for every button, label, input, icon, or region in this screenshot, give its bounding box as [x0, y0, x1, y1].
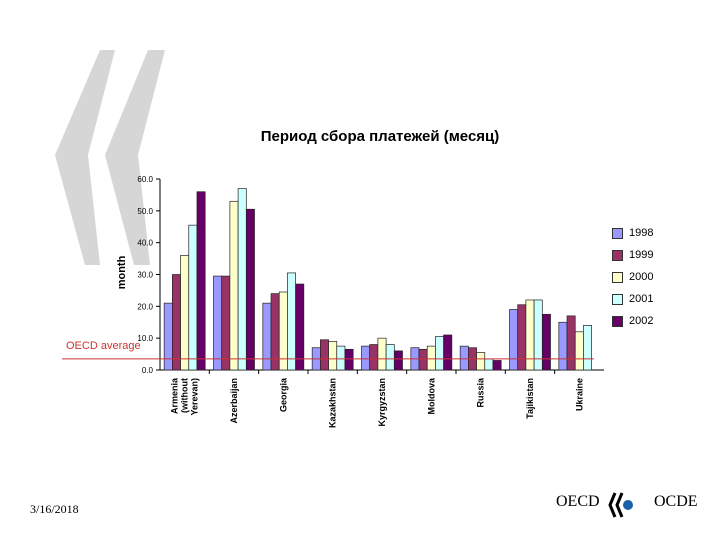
category-label: Tajikistan	[525, 378, 535, 419]
legend-item: 2002	[612, 310, 682, 332]
category-label-line: (without	[180, 378, 190, 413]
bar	[574, 331, 584, 371]
bar	[484, 358, 494, 371]
legend-label: 2000	[629, 271, 654, 283]
bar	[262, 302, 272, 371]
bar	[180, 255, 190, 371]
legend-item: 1998	[612, 222, 682, 244]
slide-date: 3/16/2018	[30, 502, 79, 516]
oecd-logo-mark-icon	[608, 492, 633, 518]
bar	[328, 341, 338, 371]
bar	[229, 200, 239, 371]
bar	[361, 345, 371, 371]
chart-title: Период сбора платежей (месяц)	[260, 128, 500, 145]
category-label: Moldova	[426, 377, 436, 414]
bar	[385, 344, 395, 371]
bar	[583, 325, 592, 371]
bar	[525, 299, 535, 371]
category-label-line: Armenia	[170, 377, 180, 414]
legend-label: 1999	[629, 249, 654, 261]
bar	[287, 272, 296, 371]
oecd-average-label: OECD average	[66, 340, 141, 352]
bar	[418, 348, 428, 371]
bar	[435, 336, 444, 371]
bar	[221, 275, 231, 371]
y-axis-label: month	[116, 255, 128, 289]
y-tick-label: 20.0	[137, 302, 153, 311]
bar	[476, 352, 486, 371]
bar	[377, 337, 387, 371]
bar	[566, 315, 576, 371]
legend-item: 2000	[612, 266, 682, 288]
bar	[509, 309, 519, 371]
bar	[459, 345, 469, 371]
bar	[172, 274, 181, 371]
y-tick-label: 50.0	[137, 207, 153, 216]
bar	[245, 208, 255, 371]
bar	[517, 304, 527, 371]
legend-swatch	[612, 249, 623, 261]
legend-swatch	[612, 315, 623, 327]
y-tick-label: 40.0	[137, 239, 153, 248]
legend-swatch	[612, 293, 623, 305]
oecd-logo-text-left: OECD	[556, 493, 600, 510]
legend-label: 2001	[629, 293, 654, 305]
oecd-logo-text-right: OCDE	[654, 493, 698, 510]
bar	[393, 350, 403, 371]
legend-swatch	[612, 227, 623, 239]
legend-swatch	[612, 271, 623, 283]
category-label: Georgia	[278, 377, 288, 412]
bar	[558, 321, 568, 371]
bar	[344, 348, 354, 371]
bar	[163, 302, 173, 371]
category-label: Ukraine	[574, 378, 584, 411]
bar	[196, 191, 206, 371]
bar	[278, 291, 288, 371]
bar	[295, 283, 305, 371]
bar	[213, 275, 223, 371]
legend-item: 1999	[612, 244, 682, 266]
bar	[443, 334, 453, 371]
y-tick-label: 0.0	[142, 366, 154, 375]
y-tick-label: 10.0	[137, 334, 153, 343]
oecd-logo: OECD OCDE	[556, 492, 701, 521]
category-label: Kyrgyzstan	[377, 378, 387, 427]
category-label: Kazakhstan	[328, 378, 338, 428]
chevron-right-icon	[105, 50, 165, 265]
bar	[320, 339, 329, 371]
bar	[492, 360, 502, 371]
y-tick-label: 30.0	[137, 271, 153, 280]
category-label: Russia	[476, 377, 486, 408]
legend-item: 2001	[612, 288, 682, 310]
bar	[237, 188, 247, 371]
category-label: Armenia(withoutYerevan)	[170, 377, 200, 416]
chart-legend: 1998 1999 2000 2001 2002	[612, 222, 682, 332]
chevron-left-icon	[55, 50, 115, 265]
legend-label: 1998	[629, 227, 654, 239]
bar	[541, 313, 551, 371]
bar	[426, 345, 436, 371]
bar	[533, 299, 543, 371]
category-label-line: Yerevan)	[190, 378, 200, 416]
category-label: Azerbaijan	[229, 378, 239, 424]
bar	[369, 344, 379, 371]
bar	[336, 345, 346, 371]
y-tick-label: 60.0	[137, 175, 153, 184]
bar	[188, 224, 198, 371]
legend-label: 2002	[629, 315, 654, 327]
